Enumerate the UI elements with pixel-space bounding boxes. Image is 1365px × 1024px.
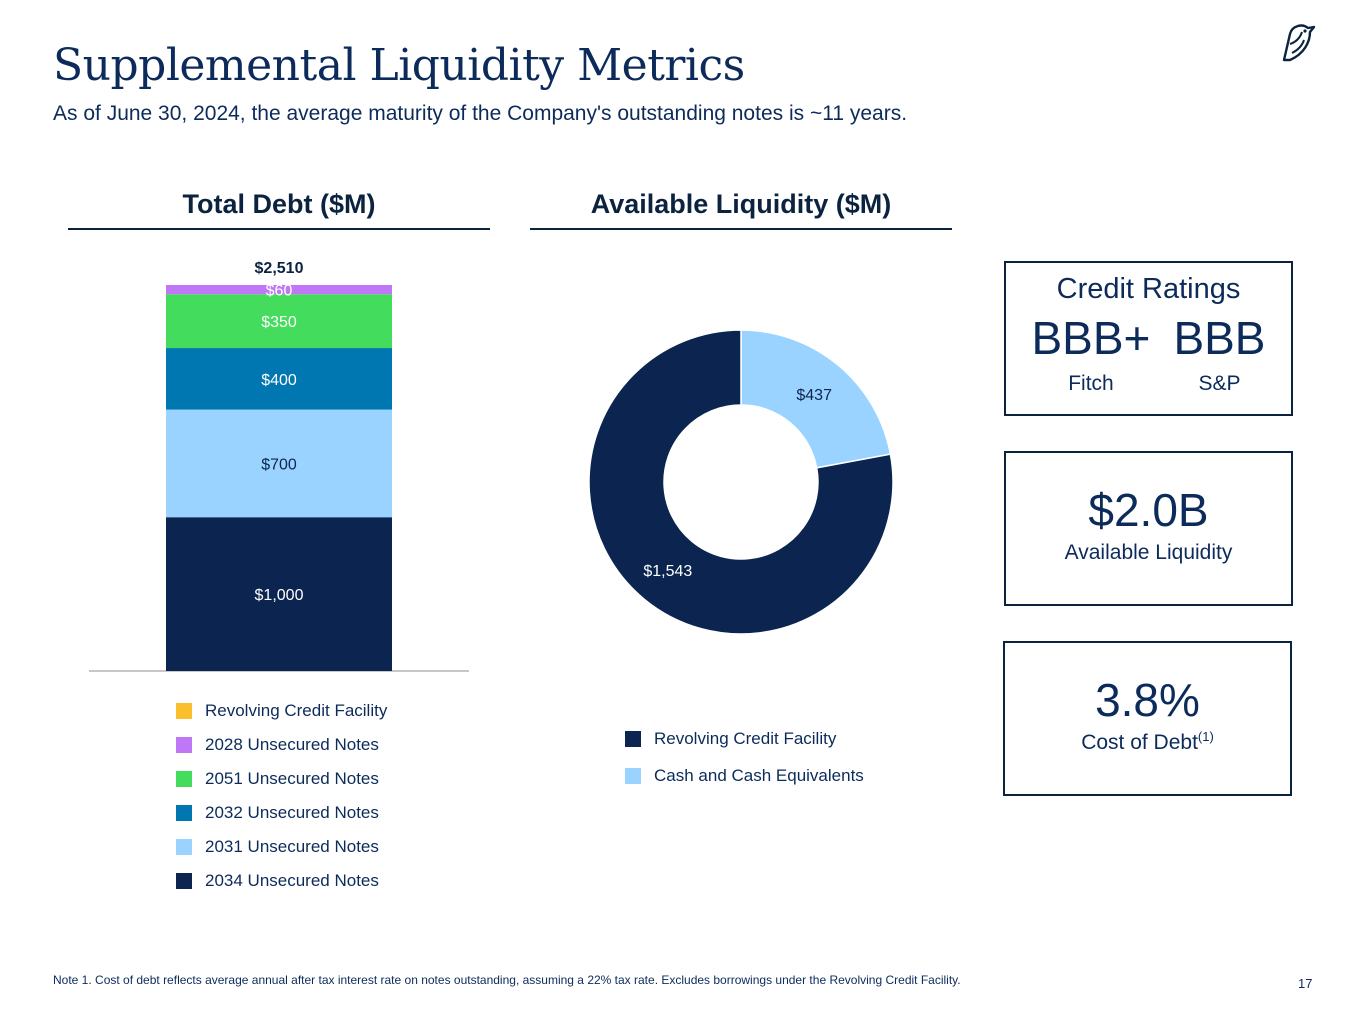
legend-swatch	[176, 771, 192, 787]
legend-item: 2034 Unsecured Notes	[176, 864, 387, 898]
cost-of-debt-card: 3.8% Cost of Debt(1)	[1003, 641, 1292, 796]
total-debt-legend: Revolving Credit Facility 2028 Unsecured …	[176, 694, 387, 898]
legend-label: 2031 Unsecured Notes	[205, 837, 379, 856]
page-number: 17	[1298, 976, 1313, 991]
bar-data-label: $350	[261, 314, 297, 331]
legend-label: 2034 Unsecured Notes	[205, 871, 379, 890]
legend-item: 2031 Unsecured Notes	[176, 830, 387, 864]
total-debt-rule	[68, 228, 490, 230]
legend-label: Cash and Cash Equivalents	[654, 765, 864, 785]
legend-swatch	[176, 805, 192, 821]
bar-total-label: $2,510	[255, 260, 304, 277]
available-liquidity-value: $2.0B	[1088, 484, 1209, 536]
legend-item: Revolving Credit Facility	[625, 720, 864, 757]
bar-data-label: $700	[261, 456, 297, 473]
legend-label: 2028 Unsecured Notes	[205, 735, 379, 754]
liquidity-legend: Revolving Credit Facility Cash and Cash E…	[625, 720, 864, 794]
donut-slice-cash-and-cash-equivalents	[740, 329, 892, 469]
legend-item: 2028 Unsecured Notes	[176, 728, 387, 762]
credit-ratings-title: Credit Ratings	[1056, 273, 1241, 305]
bar-data-label: $400	[261, 372, 297, 389]
bar-segment-2034-unsecured-notes	[166, 517, 392, 671]
bar-segment-2031-unsecured-notes	[166, 409, 392, 518]
rating-value: BBB+	[1031, 312, 1151, 364]
bar-segment-2032-unsecured-notes	[166, 348, 392, 410]
legend-swatch	[176, 737, 192, 753]
legend-swatch	[625, 767, 641, 784]
available-liquidity-label: Available Liquidity	[1064, 541, 1233, 564]
bar-segment-2051-unsecured-notes	[166, 294, 392, 349]
legend-item: Cash and Cash Equivalents	[625, 757, 864, 794]
rating-fitch: BBB+ Fitch	[1032, 314, 1151, 396]
legend-swatch	[625, 730, 641, 747]
rating-sp: BBB S&P	[1173, 314, 1265, 396]
bar-data-label: $60	[266, 283, 293, 300]
liquidity-heading: Available Liquidity ($M)	[590, 189, 892, 219]
legend-item: Revolving Credit Facility	[176, 694, 387, 728]
page-subtitle: As of June 30, 2024, the average maturit…	[53, 102, 908, 125]
cost-of-debt-label: Cost of Debt	[1081, 731, 1198, 754]
legend-item: 2032 Unsecured Notes	[176, 796, 387, 830]
legend-label: Revolving Credit Facility	[654, 728, 837, 748]
rating-value: BBB	[1173, 312, 1266, 364]
bar-segment-2028-unsecured-notes	[166, 285, 392, 295]
available-liquidity-card: $2.0B Available Liquidity	[1004, 451, 1293, 606]
legend-swatch	[176, 873, 192, 889]
footnote: Note 1. Cost of debt reflects average an…	[53, 973, 961, 987]
liquidity-rule	[530, 228, 952, 230]
legend-swatch	[176, 839, 192, 855]
total-debt-heading: Total Debt ($M)	[182, 189, 376, 219]
donut-data-label: $437	[796, 387, 832, 404]
legend-label: 2032 Unsecured Notes	[205, 803, 379, 822]
cost-of-debt-value: 3.8%	[1095, 674, 1200, 726]
rating-agency: S&P	[1198, 372, 1241, 396]
legend-label: 2051 Unsecured Notes	[205, 769, 379, 788]
cost-of-debt-label-row: Cost of Debt(1)	[1005, 729, 1290, 755]
bird-icon	[1282, 24, 1316, 62]
bar-data-label: $1,000	[255, 587, 304, 604]
legend-swatch	[176, 703, 192, 719]
legend-item: 2051 Unsecured Notes	[176, 762, 387, 796]
rating-agency: Fitch	[1068, 372, 1114, 396]
donut-slice-revolving-credit-facility	[588, 329, 894, 635]
legend-label: Revolving Credit Facility	[205, 701, 388, 720]
credit-ratings-card: Credit Ratings BBB+ Fitch BBB S&P	[1004, 261, 1293, 416]
donut-data-label: $1,543	[643, 563, 692, 580]
page-title: Supplemental Liquidity Metrics	[53, 40, 745, 91]
footnote-ref: (1)	[1197, 729, 1214, 744]
